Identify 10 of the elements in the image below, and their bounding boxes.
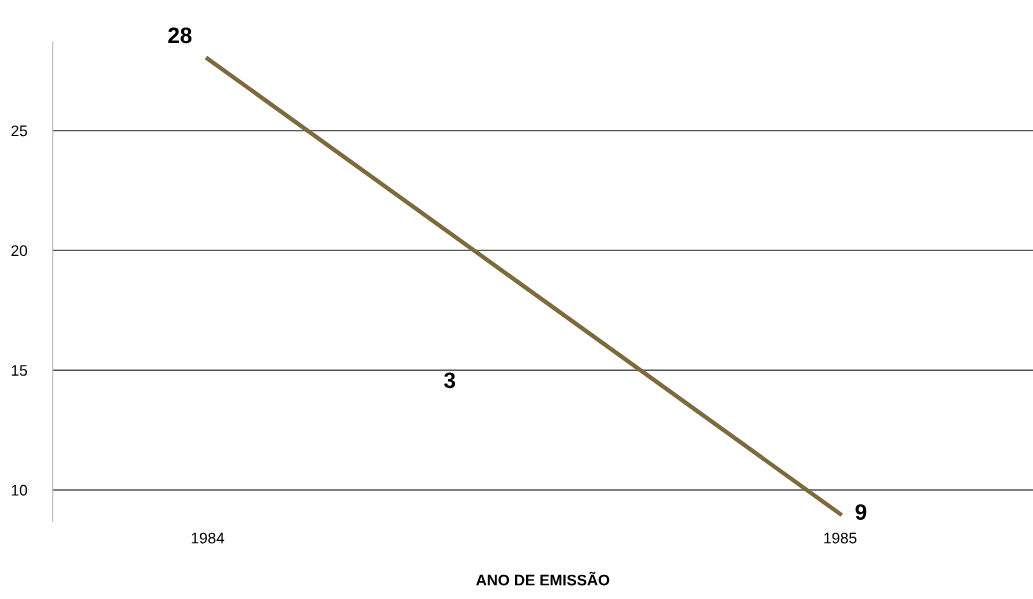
data-label: 9 bbox=[855, 504, 867, 520]
y-tick-label: 20 bbox=[11, 245, 28, 257]
x-tick-label: 1985 bbox=[824, 532, 857, 544]
y-tick-label: 10 bbox=[11, 484, 28, 496]
y-tick-label: 15 bbox=[11, 365, 28, 376]
x-tick-label: 1984 bbox=[191, 532, 225, 544]
y-tick-label: 25 bbox=[11, 125, 28, 137]
annotation: 3 bbox=[444, 372, 456, 389]
x-axis-title: ANO DE EMISSÃO bbox=[476, 571, 610, 586]
data-label: 28 bbox=[168, 27, 192, 44]
